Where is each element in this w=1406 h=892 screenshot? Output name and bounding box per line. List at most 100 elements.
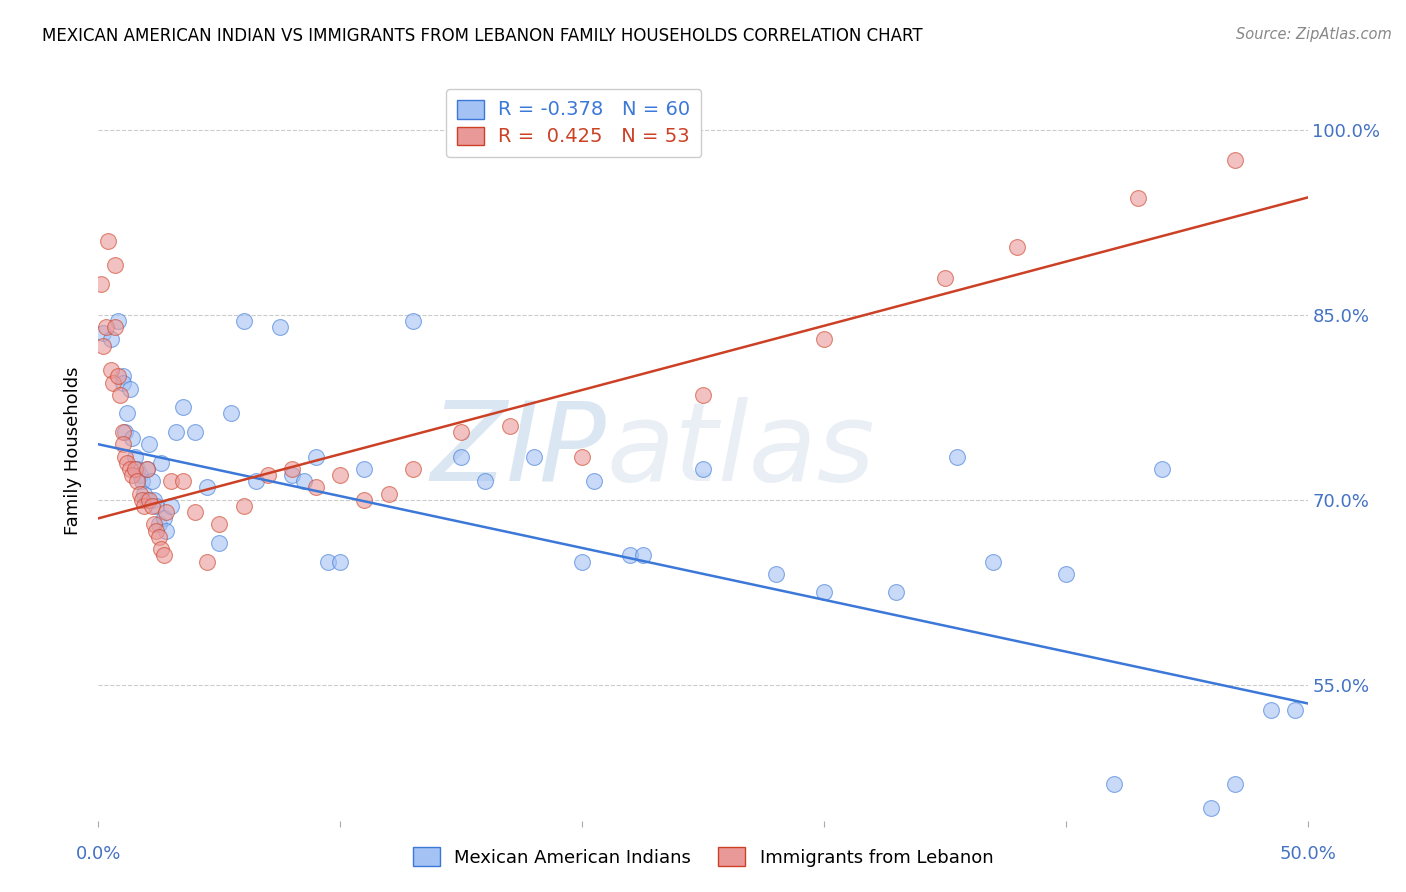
Point <box>138 492 160 507</box>
Point <box>107 369 129 384</box>
Point <box>90 277 112 291</box>
Point <box>127 475 149 489</box>
Point <box>813 332 835 346</box>
Text: MEXICAN AMERICAN INDIAN VS IMMIGRANTS FROM LEBANON FAMILY HOUSEHOLDS CORRELATION: MEXICAN AMERICAN INDIAN VS IMMIGRANTS FR… <box>42 27 922 45</box>
Point <box>184 505 207 519</box>
Point <box>121 431 143 445</box>
Point <box>232 499 254 513</box>
Point <box>128 486 150 500</box>
Y-axis label: Family Households: Family Households <box>65 367 83 534</box>
Point <box>1102 776 1125 791</box>
Point <box>1284 703 1306 717</box>
Point <box>1199 801 1222 815</box>
Point <box>100 363 122 377</box>
Text: atlas: atlas <box>606 397 875 504</box>
Point <box>450 450 472 464</box>
Text: 0.0%: 0.0% <box>76 846 121 863</box>
Point <box>145 524 167 538</box>
Point <box>583 475 606 489</box>
Point <box>631 549 654 563</box>
Text: ZIP: ZIP <box>430 397 606 504</box>
Point <box>134 486 156 500</box>
Point <box>245 475 267 489</box>
Point <box>131 475 153 489</box>
Point <box>981 554 1004 569</box>
Point <box>117 406 139 420</box>
Point <box>152 549 174 563</box>
Point <box>114 450 136 464</box>
Point <box>152 511 174 525</box>
Point <box>135 462 157 476</box>
Point <box>150 456 173 470</box>
Point <box>571 450 593 464</box>
Point <box>692 462 714 476</box>
Point <box>155 524 177 538</box>
Point <box>127 462 149 476</box>
Point <box>692 388 714 402</box>
Legend: R = -0.378   N = 60, R =  0.425   N = 53: R = -0.378 N = 60, R = 0.425 N = 53 <box>446 89 702 157</box>
Point <box>100 332 122 346</box>
Point <box>143 492 166 507</box>
Point <box>1309 111 1331 125</box>
Point <box>131 492 153 507</box>
Point <box>97 234 120 248</box>
Point <box>256 468 278 483</box>
Point <box>1152 462 1174 476</box>
Point <box>1223 153 1246 168</box>
Point <box>160 499 183 513</box>
Point <box>101 376 124 390</box>
Point <box>150 542 173 557</box>
Point <box>135 492 157 507</box>
Point <box>269 320 291 334</box>
Point <box>619 549 641 563</box>
Point <box>195 554 218 569</box>
Point <box>523 450 546 464</box>
Point <box>316 554 339 569</box>
Point <box>498 418 520 433</box>
Point <box>765 566 787 581</box>
Point <box>134 499 156 513</box>
Point <box>148 530 170 544</box>
Point <box>292 475 315 489</box>
Point <box>1128 190 1150 204</box>
Point <box>195 480 218 494</box>
Point <box>138 437 160 451</box>
Point <box>221 406 243 420</box>
Point <box>104 320 127 334</box>
Point <box>1054 566 1077 581</box>
Point <box>813 585 835 599</box>
Point <box>91 338 114 352</box>
Point <box>208 517 231 532</box>
Point <box>305 450 328 464</box>
Point <box>124 462 146 476</box>
Point <box>184 425 207 439</box>
Point <box>474 475 496 489</box>
Point <box>934 270 956 285</box>
Point <box>353 492 375 507</box>
Point <box>145 499 167 513</box>
Point <box>108 388 131 402</box>
Text: Source: ZipAtlas.com: Source: ZipAtlas.com <box>1236 27 1392 42</box>
Legend: Mexican American Indians, Immigrants from Lebanon: Mexican American Indians, Immigrants fro… <box>405 840 1001 874</box>
Point <box>402 314 425 328</box>
Point <box>281 462 304 476</box>
Point <box>353 462 375 476</box>
Point <box>155 505 177 519</box>
Point <box>141 499 163 513</box>
Point <box>141 475 163 489</box>
Point <box>450 425 472 439</box>
Point <box>128 468 150 483</box>
Point <box>1007 240 1029 254</box>
Point <box>118 462 141 476</box>
Point <box>1223 776 1246 791</box>
Point <box>107 314 129 328</box>
Point <box>281 468 304 483</box>
Point <box>232 314 254 328</box>
Point <box>377 486 399 500</box>
Point <box>402 462 425 476</box>
Point <box>135 462 157 476</box>
Point <box>111 376 134 390</box>
Point <box>172 475 194 489</box>
Point <box>143 517 166 532</box>
Point <box>124 450 146 464</box>
